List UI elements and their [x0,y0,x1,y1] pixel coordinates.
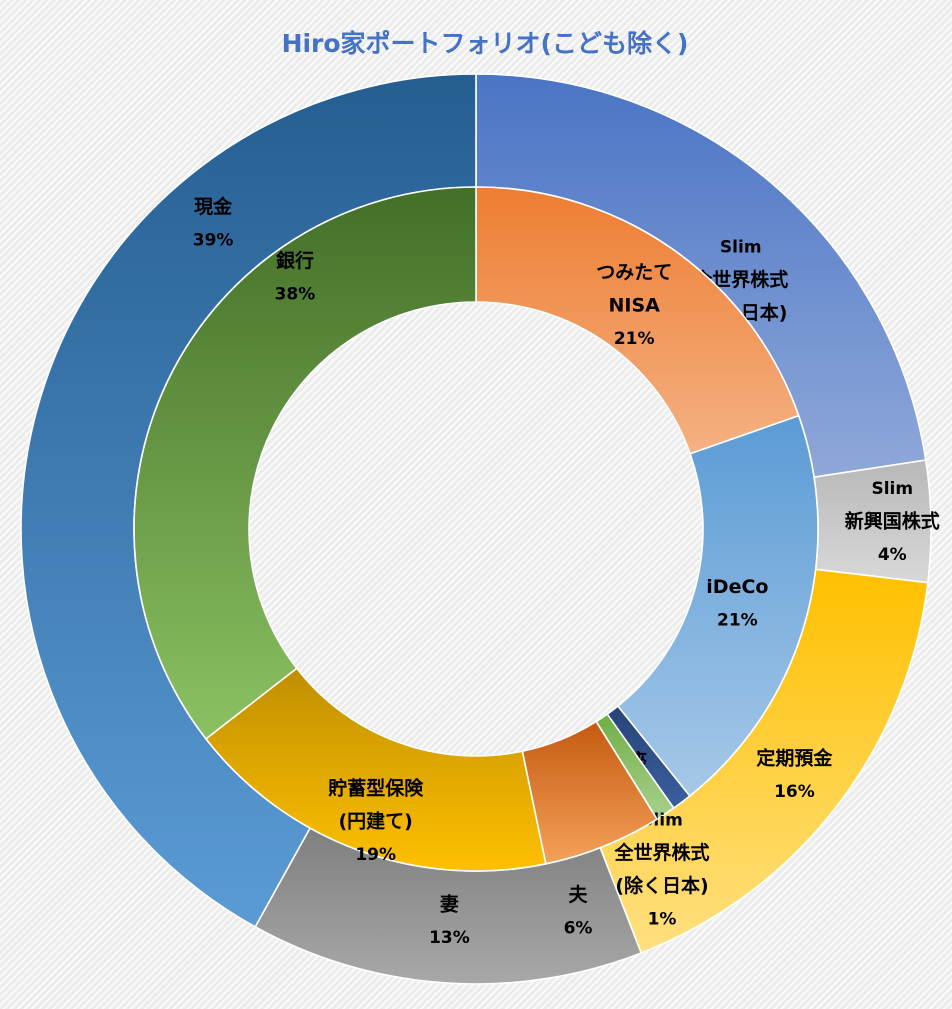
inner-ring-label-group-4: 夫 6% [564,884,593,939]
inner-ring-label-group-5: 貯蓄型保険 (円建て) 19% [328,776,424,865]
outer-ring-name-label-1: Slim [871,479,913,499]
inner-ring-name-label-6: 銀行 [276,249,314,272]
outer-ring-label-group-1: Slim 新興国株式 4% [845,479,940,565]
inner-ring-label-group-6: 銀行 38% [275,249,316,305]
outer-ring-name-label-0: Slim [720,238,762,258]
inner-ring-slice-1 [616,414,819,798]
inner-ring-name-label-0: NISA [609,294,661,316]
inner-ring-label-group-0: つみたて NISA 21% [596,261,672,349]
inner-ring-value-label-0: 21% [614,329,655,349]
inner-ring-name-label-3: (除く日本) [615,874,708,897]
inner-ring-name-label-1: iDeCo [706,576,768,598]
outer-ring-value-label-3: 13% [429,928,470,948]
outer-ring-name-label-4: 現金 [194,195,233,218]
inner-ring-name-label-5: (円建て) [339,809,413,832]
inner-ring-name-label-5: 貯蓄型保険 [328,776,424,799]
inner-ring-name-label-3: 全世界株式 [613,841,709,864]
outer-ring-value-label-4: 39% [193,230,234,250]
outer-ring-value-label-1: 4% [878,545,907,565]
outer-ring-label-group-3: 妻 13% [429,893,470,949]
outer-ring-name-label-2: 定期預金 [756,746,833,769]
outer-ring-label-group-2: 定期預金 16% [756,746,833,802]
outer-ring-name-label-1: 新興国株式 [845,509,940,532]
outer-ring-value-label-2: 16% [774,782,815,802]
inner-ring-label-group-1: iDeCo 21% [706,576,768,631]
outer-ring-label-group-4: 現金 39% [193,195,234,251]
inner-ring-slice-0 [475,186,800,455]
inner-ring-value-label-4: 6% [564,919,593,939]
inner-ring-value-label-6: 38% [275,284,316,304]
inner-ring-name-label-4: 夫 [568,884,588,906]
inner-ring-name-label-0: つみたて [596,261,672,283]
inner-ring-value-label-3: 1% [648,910,677,930]
chart-title: Hiro家ポートフォリオ(こども除く) [281,29,689,58]
inner-ring-value-label-5: 19% [355,845,396,865]
outer-ring-name-label-3: 妻 [440,893,459,916]
inner-ring-value-label-1: 21% [717,610,758,630]
inner-ring-slice-6 [133,186,477,740]
